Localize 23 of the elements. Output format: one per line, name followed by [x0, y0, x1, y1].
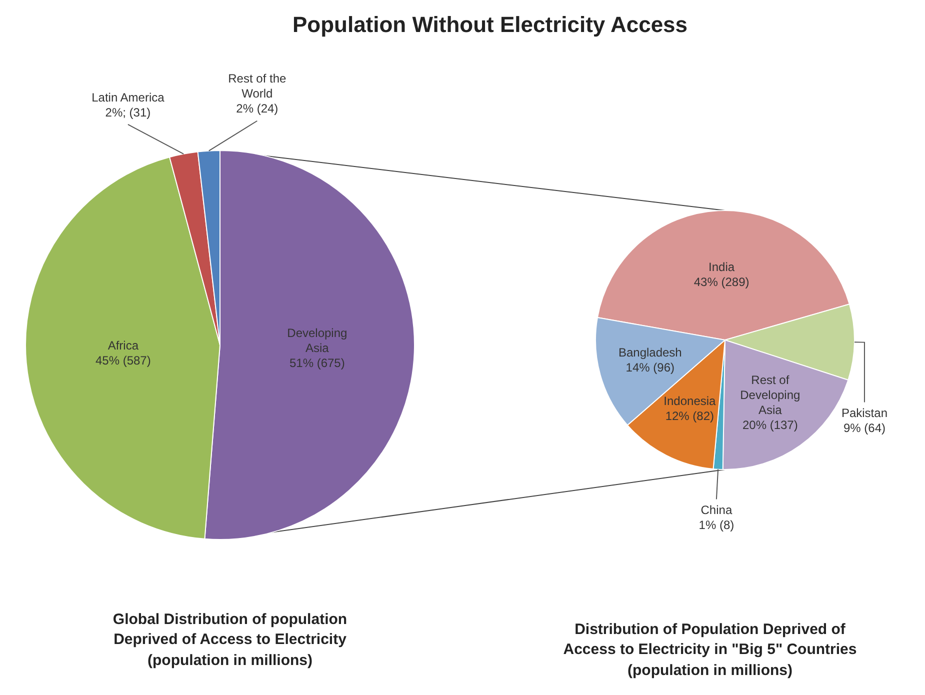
data-label: 14% (96) — [626, 360, 674, 375]
data-label: 2% (24) — [236, 102, 278, 116]
slice-label: Africa — [108, 338, 139, 353]
data-label: 20% (137) — [742, 418, 798, 432]
text: Population Without Electricity Access — [291, 12, 689, 38]
data-label: 2%; (31) — [105, 105, 151, 120]
text: Global Distribution of population Deprived of Access to Electricity (population in millions) — [112, 610, 348, 670]
slice-label: Indonesia — [664, 394, 716, 408]
slice-label: China — [700, 503, 732, 518]
slice-label: Rest of Developing Asia — [740, 373, 800, 418]
slice-label: India — [708, 260, 735, 274]
data-label: 1% (8) — [698, 518, 734, 532]
data-label: 43% (289) — [694, 275, 750, 290]
text: Distribution of Population Deprived of Access to Electricity in "Big 5" Countries (population in millions) — [562, 620, 858, 680]
data-label: 9% (64) — [843, 421, 886, 436]
slice-label: Developing Asia — [287, 326, 348, 356]
slice-label: Rest of the World — [228, 72, 286, 101]
data-label: 45% (587) — [95, 354, 151, 368]
slice-label: Bangladesh — [618, 346, 682, 360]
data-label: 51% (675) — [289, 356, 345, 370]
slice-label: Pakistan — [841, 406, 888, 420]
slice-label: Latin America — [92, 90, 165, 104]
data-label: 12% (82) — [665, 409, 714, 424]
